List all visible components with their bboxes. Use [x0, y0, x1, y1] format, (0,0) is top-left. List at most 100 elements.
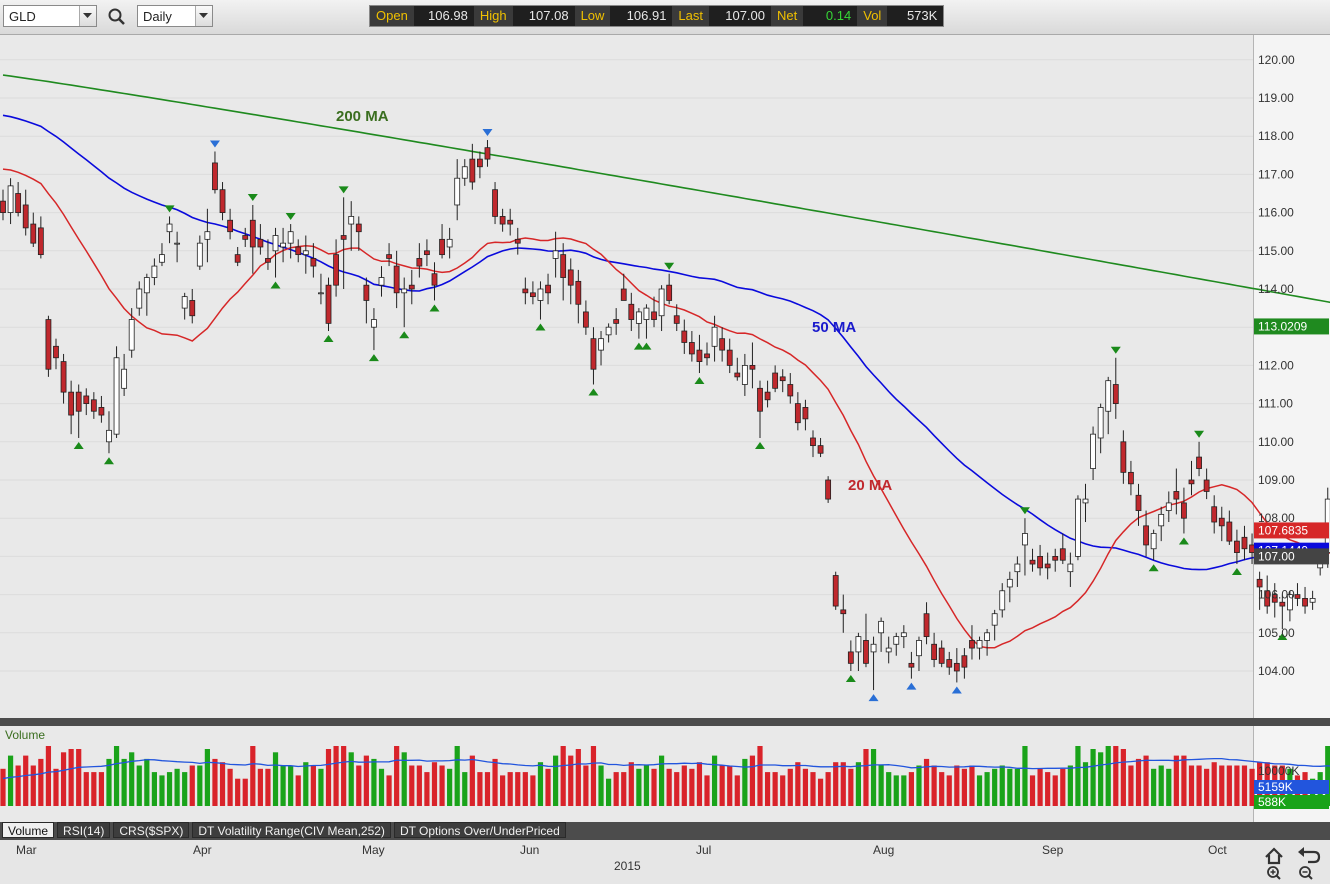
candle-body	[1112, 384, 1119, 405]
tab-rsi[interactable]: RSI(14)	[57, 822, 111, 838]
symbol-input[interactable]: GLD	[3, 5, 97, 27]
volume-bar	[575, 749, 581, 806]
zoom-in-icon[interactable]	[1267, 866, 1281, 880]
month-tick-label: Sep	[1042, 843, 1064, 857]
candle-body	[764, 391, 771, 401]
period-dropdown-button[interactable]	[195, 6, 212, 26]
volume-bar	[939, 772, 945, 806]
volume-bar	[946, 775, 952, 806]
volume-bar	[848, 768, 854, 806]
candle-body	[666, 284, 673, 301]
candle-body	[302, 250, 309, 256]
candle-body	[658, 288, 665, 317]
candle-body	[688, 342, 695, 355]
candle-body	[1211, 506, 1218, 523]
tab-volume[interactable]: Volume	[2, 822, 55, 838]
swing-low-marker	[73, 441, 84, 449]
volume-bar	[469, 755, 475, 806]
volume-bar	[91, 772, 97, 806]
candle-body	[810, 437, 816, 447]
volume-bar	[144, 758, 150, 806]
candle-body	[545, 284, 551, 294]
candle-body	[166, 223, 173, 233]
candle-body	[734, 372, 741, 378]
candle-body	[393, 265, 400, 294]
volume-bar	[1226, 765, 1232, 806]
month-tick-label: Apr	[193, 843, 212, 857]
volume-bar	[606, 778, 612, 806]
volume-bar	[288, 765, 294, 806]
candle-body	[605, 326, 612, 336]
volume-bar	[484, 772, 491, 806]
volume-bar	[219, 762, 226, 806]
volume-bar	[15, 765, 21, 806]
volume-bar	[1075, 746, 1081, 806]
candle-body	[855, 636, 862, 653]
volume-bar	[303, 762, 309, 806]
candle-body	[1181, 502, 1187, 519]
tab-crs[interactable]: CRS($SPX)	[113, 822, 190, 838]
swing-low-marker	[755, 441, 765, 449]
candle-body	[681, 330, 688, 343]
volume-bar	[666, 768, 672, 806]
price-pane[interactable]	[0, 35, 1253, 718]
ma20-label: 20 MA	[848, 477, 892, 494]
tab-volatility-range[interactable]: DT Volatility Range(CIV Mean,252)	[192, 822, 391, 838]
swing-high-marker	[209, 140, 220, 148]
volume-bar	[1022, 746, 1028, 806]
quote-vol-label: Vol	[857, 6, 888, 26]
volume-bar	[1135, 758, 1142, 806]
candle-body	[113, 357, 120, 435]
candle-body	[1226, 521, 1233, 542]
volume-bar	[537, 762, 544, 806]
volume-bar	[416, 765, 422, 806]
volume-bar	[1181, 755, 1187, 806]
candle-body	[711, 326, 718, 347]
candle-body	[1052, 556, 1059, 561]
volume-bar	[833, 762, 839, 806]
candle-body	[1165, 502, 1172, 511]
candle-body	[613, 319, 620, 324]
candle-body	[310, 258, 317, 267]
zoom-out-icon[interactable]	[1299, 866, 1313, 880]
volume-bar	[424, 772, 430, 806]
ma50-line	[2, 114, 1330, 571]
volume-bar	[590, 746, 597, 806]
search-icon[interactable]	[106, 6, 128, 28]
volume-bar	[901, 775, 907, 806]
candle-body	[1014, 563, 1021, 573]
period-select[interactable]: Daily	[137, 5, 213, 27]
candle-body	[514, 238, 521, 244]
pane-divider[interactable]	[0, 718, 1330, 726]
candle-body	[1241, 536, 1248, 550]
volume-bar	[886, 772, 892, 806]
candle-body	[1196, 456, 1202, 469]
volume-bar	[923, 758, 930, 806]
swing-low-marker	[399, 331, 410, 339]
candle-body	[1075, 498, 1081, 557]
volume-bar	[212, 758, 218, 806]
chart-controls	[1258, 840, 1330, 881]
volume-bar	[1113, 746, 1119, 806]
candle-body	[908, 662, 915, 668]
volume-bar	[893, 775, 899, 806]
volume-bar	[1105, 746, 1111, 806]
volume-bar	[1211, 762, 1217, 806]
volume-bar	[855, 762, 862, 806]
undo-icon[interactable]	[1298, 847, 1321, 864]
quote-open-label: Open	[370, 6, 414, 26]
candle-body	[893, 636, 900, 645]
candle-body	[212, 162, 218, 191]
candle-body	[1029, 559, 1036, 565]
symbol-dropdown-button[interactable]	[79, 6, 96, 26]
volume-bar	[931, 765, 937, 806]
volume-bar	[189, 765, 195, 806]
candle-body	[295, 246, 302, 256]
home-icon[interactable]	[1265, 847, 1283, 865]
volume-bar	[38, 758, 44, 806]
tab-options-over-underpriced[interactable]: DT Options Over/UnderPriced	[393, 822, 566, 838]
candle-body	[567, 269, 574, 286]
volume-bar	[1166, 768, 1172, 806]
swing-low-marker	[323, 335, 334, 343]
candle-body	[953, 662, 960, 672]
